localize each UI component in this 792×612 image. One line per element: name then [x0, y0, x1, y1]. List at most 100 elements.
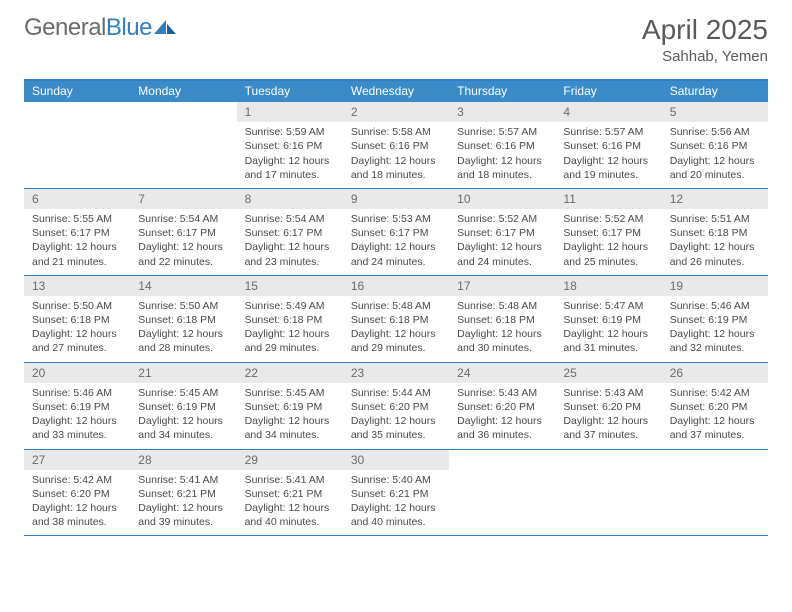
day-number: 15	[237, 276, 343, 296]
sunrise-text: Sunrise: 5:46 AM	[670, 299, 760, 313]
cell-body: Sunrise: 5:58 AMSunset: 6:16 PMDaylight:…	[343, 122, 449, 188]
sunset-text: Sunset: 6:19 PM	[245, 400, 335, 414]
daylight-text: Daylight: 12 hours and 27 minutes.	[32, 327, 122, 355]
daylight-text: Daylight: 12 hours and 24 minutes.	[457, 240, 547, 268]
calendar-cell: 4Sunrise: 5:57 AMSunset: 6:16 PMDaylight…	[555, 102, 661, 188]
cell-body: Sunrise: 5:43 AMSunset: 6:20 PMDaylight:…	[555, 383, 661, 449]
cell-body: Sunrise: 5:56 AMSunset: 6:16 PMDaylight:…	[662, 122, 768, 188]
sunrise-text: Sunrise: 5:44 AM	[351, 386, 441, 400]
cell-body: Sunrise: 5:59 AMSunset: 6:16 PMDaylight:…	[237, 122, 343, 188]
sunrise-text: Sunrise: 5:41 AM	[245, 473, 335, 487]
logo-word-2: Blue	[106, 14, 152, 42]
day-header: Tuesday	[237, 81, 343, 102]
cell-body: Sunrise: 5:46 AMSunset: 6:19 PMDaylight:…	[662, 296, 768, 362]
daylight-text: Daylight: 12 hours and 40 minutes.	[351, 501, 441, 529]
cell-body: Sunrise: 5:47 AMSunset: 6:19 PMDaylight:…	[555, 296, 661, 362]
sunset-text: Sunset: 6:20 PM	[457, 400, 547, 414]
calendar-cell	[449, 450, 555, 536]
sunset-text: Sunset: 6:21 PM	[245, 487, 335, 501]
calendar-cell	[130, 102, 236, 188]
calendar-cell: 18Sunrise: 5:47 AMSunset: 6:19 PMDayligh…	[555, 276, 661, 362]
week-row: 6Sunrise: 5:55 AMSunset: 6:17 PMDaylight…	[24, 189, 768, 276]
sunrise-text: Sunrise: 5:47 AM	[563, 299, 653, 313]
calendar-cell: 23Sunrise: 5:44 AMSunset: 6:20 PMDayligh…	[343, 363, 449, 449]
calendar-cell: 7Sunrise: 5:54 AMSunset: 6:17 PMDaylight…	[130, 189, 236, 275]
calendar-cell: 8Sunrise: 5:54 AMSunset: 6:17 PMDaylight…	[237, 189, 343, 275]
sunrise-text: Sunrise: 5:57 AM	[563, 125, 653, 139]
sunset-text: Sunset: 6:16 PM	[563, 139, 653, 153]
calendar-cell: 21Sunrise: 5:45 AMSunset: 6:19 PMDayligh…	[130, 363, 236, 449]
sunset-text: Sunset: 6:18 PM	[351, 313, 441, 327]
cell-body: Sunrise: 5:42 AMSunset: 6:20 PMDaylight:…	[662, 383, 768, 449]
day-number: 27	[24, 450, 130, 470]
sunrise-text: Sunrise: 5:45 AM	[245, 386, 335, 400]
daylight-text: Daylight: 12 hours and 35 minutes.	[351, 414, 441, 442]
cell-body: Sunrise: 5:50 AMSunset: 6:18 PMDaylight:…	[24, 296, 130, 362]
daylight-text: Daylight: 12 hours and 29 minutes.	[351, 327, 441, 355]
sunset-text: Sunset: 6:18 PM	[670, 226, 760, 240]
calendar-cell: 29Sunrise: 5:41 AMSunset: 6:21 PMDayligh…	[237, 450, 343, 536]
calendar-cell: 30Sunrise: 5:40 AMSunset: 6:21 PMDayligh…	[343, 450, 449, 536]
calendar-cell: 10Sunrise: 5:52 AMSunset: 6:17 PMDayligh…	[449, 189, 555, 275]
sunset-text: Sunset: 6:21 PM	[138, 487, 228, 501]
sunset-text: Sunset: 6:17 PM	[457, 226, 547, 240]
day-headers-row: SundayMondayTuesdayWednesdayThursdayFrid…	[24, 81, 768, 102]
sunrise-text: Sunrise: 5:49 AM	[245, 299, 335, 313]
calendar-cell: 13Sunrise: 5:50 AMSunset: 6:18 PMDayligh…	[24, 276, 130, 362]
sunset-text: Sunset: 6:19 PM	[138, 400, 228, 414]
cell-body: Sunrise: 5:40 AMSunset: 6:21 PMDaylight:…	[343, 470, 449, 536]
day-number: 20	[24, 363, 130, 383]
day-header: Thursday	[449, 81, 555, 102]
calendar-cell: 1Sunrise: 5:59 AMSunset: 6:16 PMDaylight…	[237, 102, 343, 188]
logo-word-1: General	[24, 14, 106, 42]
day-number: 21	[130, 363, 236, 383]
cell-body: Sunrise: 5:57 AMSunset: 6:16 PMDaylight:…	[449, 122, 555, 188]
day-number: 28	[130, 450, 236, 470]
sunset-text: Sunset: 6:19 PM	[32, 400, 122, 414]
day-number: 5	[662, 102, 768, 122]
daylight-text: Daylight: 12 hours and 25 minutes.	[563, 240, 653, 268]
daylight-text: Daylight: 12 hours and 40 minutes.	[245, 501, 335, 529]
sunrise-text: Sunrise: 5:54 AM	[245, 212, 335, 226]
cell-body: Sunrise: 5:50 AMSunset: 6:18 PMDaylight:…	[130, 296, 236, 362]
sunrise-text: Sunrise: 5:57 AM	[457, 125, 547, 139]
daylight-text: Daylight: 12 hours and 34 minutes.	[245, 414, 335, 442]
daylight-text: Daylight: 12 hours and 28 minutes.	[138, 327, 228, 355]
cell-body: Sunrise: 5:48 AMSunset: 6:18 PMDaylight:…	[449, 296, 555, 362]
day-header: Sunday	[24, 81, 130, 102]
day-number: 6	[24, 189, 130, 209]
sunrise-text: Sunrise: 5:53 AM	[351, 212, 441, 226]
daylight-text: Daylight: 12 hours and 39 minutes.	[138, 501, 228, 529]
sunrise-text: Sunrise: 5:43 AM	[457, 386, 547, 400]
calendar-cell: 27Sunrise: 5:42 AMSunset: 6:20 PMDayligh…	[24, 450, 130, 536]
day-number: 17	[449, 276, 555, 296]
sunrise-text: Sunrise: 5:48 AM	[351, 299, 441, 313]
calendar-cell: 9Sunrise: 5:53 AMSunset: 6:17 PMDaylight…	[343, 189, 449, 275]
cell-body: Sunrise: 5:54 AMSunset: 6:17 PMDaylight:…	[237, 209, 343, 275]
day-header: Monday	[130, 81, 236, 102]
day-header: Friday	[555, 81, 661, 102]
calendar-cell: 19Sunrise: 5:46 AMSunset: 6:19 PMDayligh…	[662, 276, 768, 362]
sunrise-text: Sunrise: 5:58 AM	[351, 125, 441, 139]
page-title: April 2025	[642, 14, 768, 46]
cell-body: Sunrise: 5:49 AMSunset: 6:18 PMDaylight:…	[237, 296, 343, 362]
daylight-text: Daylight: 12 hours and 24 minutes.	[351, 240, 441, 268]
daylight-text: Daylight: 12 hours and 37 minutes.	[670, 414, 760, 442]
cell-body: Sunrise: 5:48 AMSunset: 6:18 PMDaylight:…	[343, 296, 449, 362]
calendar-cell: 16Sunrise: 5:48 AMSunset: 6:18 PMDayligh…	[343, 276, 449, 362]
location-label: Sahhab, Yemen	[642, 48, 768, 65]
daylight-text: Daylight: 12 hours and 17 minutes.	[245, 154, 335, 182]
cell-body: Sunrise: 5:41 AMSunset: 6:21 PMDaylight:…	[237, 470, 343, 536]
cell-body: Sunrise: 5:57 AMSunset: 6:16 PMDaylight:…	[555, 122, 661, 188]
calendar-cell: 14Sunrise: 5:50 AMSunset: 6:18 PMDayligh…	[130, 276, 236, 362]
sunrise-text: Sunrise: 5:40 AM	[351, 473, 441, 487]
sunrise-text: Sunrise: 5:42 AM	[670, 386, 760, 400]
daylight-text: Daylight: 12 hours and 22 minutes.	[138, 240, 228, 268]
daylight-text: Daylight: 12 hours and 31 minutes.	[563, 327, 653, 355]
logo: GeneralBlue	[24, 14, 176, 42]
day-number: 23	[343, 363, 449, 383]
cell-body: Sunrise: 5:55 AMSunset: 6:17 PMDaylight:…	[24, 209, 130, 275]
cell-body: Sunrise: 5:43 AMSunset: 6:20 PMDaylight:…	[449, 383, 555, 449]
sunset-text: Sunset: 6:18 PM	[245, 313, 335, 327]
day-header: Wednesday	[343, 81, 449, 102]
